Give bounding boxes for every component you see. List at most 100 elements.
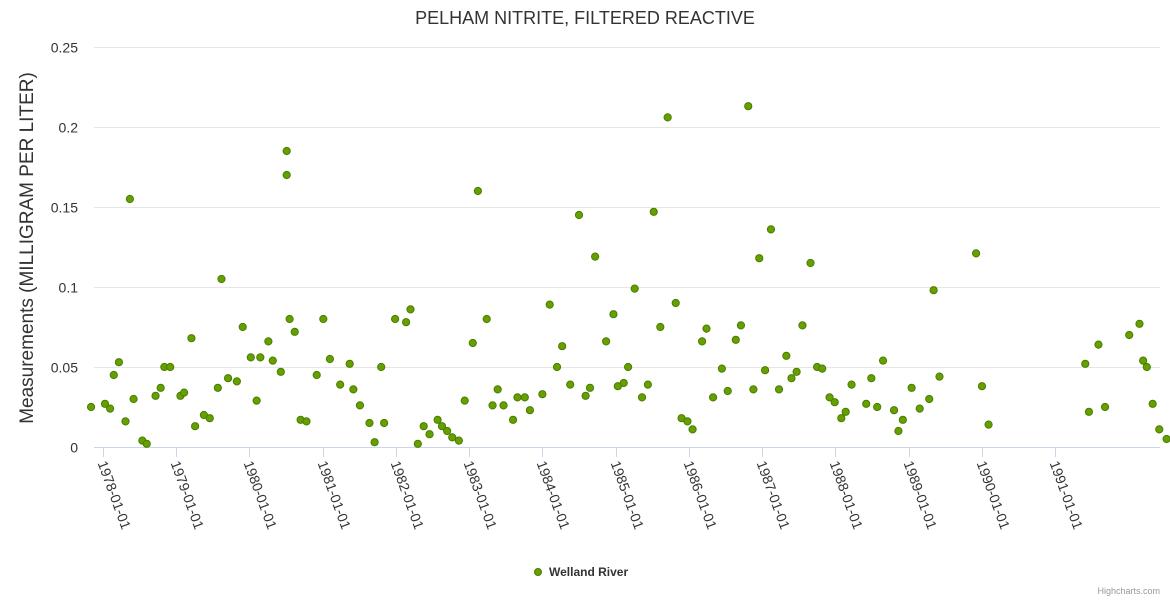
data-point[interactable] xyxy=(972,249,981,258)
data-point[interactable] xyxy=(345,359,354,368)
data-point[interactable] xyxy=(708,393,718,402)
data-point[interactable] xyxy=(663,113,672,122)
data-point[interactable] xyxy=(591,252,600,261)
data-point[interactable] xyxy=(766,225,776,234)
data-point[interactable] xyxy=(402,318,411,327)
data-point[interactable] xyxy=(825,393,834,402)
data-point[interactable] xyxy=(109,370,118,380)
data-point[interactable] xyxy=(977,382,987,391)
data-point[interactable] xyxy=(984,420,993,429)
data-point[interactable] xyxy=(290,327,299,336)
data-point[interactable] xyxy=(468,338,477,348)
data-point[interactable] xyxy=(282,170,291,180)
data-point[interactable] xyxy=(413,439,422,448)
data-point[interactable] xyxy=(180,388,189,397)
data-point[interactable] xyxy=(425,430,434,439)
data-point[interactable] xyxy=(782,351,791,360)
data-point[interactable] xyxy=(792,367,801,376)
data-point[interactable] xyxy=(482,314,491,324)
data-point[interactable] xyxy=(100,399,110,408)
data-point[interactable] xyxy=(761,366,770,375)
data-point[interactable] xyxy=(223,374,233,383)
data-point[interactable] xyxy=(264,337,273,346)
scatter-series-welland-river[interactable] xyxy=(86,102,1170,448)
data-point[interactable] xyxy=(302,417,311,426)
data-point[interactable] xyxy=(873,402,882,412)
data-point[interactable] xyxy=(232,377,241,386)
data-point[interactable] xyxy=(121,417,130,426)
data-point[interactable] xyxy=(702,324,711,333)
data-point[interactable] xyxy=(166,362,175,372)
data-point[interactable] xyxy=(688,425,697,434)
data-point[interactable] xyxy=(619,378,628,388)
data-point[interactable] xyxy=(1142,362,1151,372)
data-point[interactable] xyxy=(448,433,457,442)
data-point[interactable] xyxy=(268,356,277,365)
data-point[interactable] xyxy=(630,284,639,293)
data-point[interactable] xyxy=(623,362,633,372)
data-point[interactable] xyxy=(370,438,379,447)
data-point[interactable] xyxy=(205,414,214,423)
data-point[interactable] xyxy=(545,300,554,309)
legend-label-welland-river[interactable]: Welland River xyxy=(549,565,628,579)
data-point[interactable] xyxy=(671,298,680,308)
data-point[interactable] xyxy=(454,436,463,445)
data-point[interactable] xyxy=(1162,434,1170,444)
data-point[interactable] xyxy=(581,391,590,400)
data-point[interactable] xyxy=(252,396,261,405)
data-point[interactable] xyxy=(1155,425,1164,434)
data-point[interactable] xyxy=(787,374,796,383)
data-point[interactable] xyxy=(935,372,944,381)
data-point[interactable] xyxy=(1081,359,1090,368)
data-point[interactable] xyxy=(238,322,247,332)
data-point[interactable] xyxy=(319,314,328,324)
data-point[interactable] xyxy=(925,394,934,404)
data-point[interactable] xyxy=(499,401,508,410)
data-point[interactable] xyxy=(1125,330,1134,340)
data-point[interactable] xyxy=(488,401,497,410)
data-point[interactable] xyxy=(151,391,160,400)
data-point[interactable] xyxy=(246,353,255,362)
data-point[interactable] xyxy=(683,417,692,426)
data-point[interactable] xyxy=(443,426,452,436)
data-point[interactable] xyxy=(798,321,807,330)
data-point[interactable] xyxy=(602,337,611,346)
data-point[interactable] xyxy=(878,356,888,365)
data-point[interactable] xyxy=(406,305,415,314)
data-point[interactable] xyxy=(552,362,562,372)
data-point[interactable] xyxy=(336,380,345,389)
data-point[interactable] xyxy=(493,385,502,394)
data-point[interactable] xyxy=(867,374,876,383)
data-point[interactable] xyxy=(1139,356,1148,365)
data-point[interactable] xyxy=(585,383,595,392)
data-point[interactable] xyxy=(889,406,899,415)
data-point[interactable] xyxy=(749,385,758,394)
data-point[interactable] xyxy=(349,385,358,394)
data-point[interactable] xyxy=(525,406,535,415)
data-point[interactable] xyxy=(142,439,151,448)
data-point[interactable] xyxy=(1100,402,1110,412)
data-point[interactable] xyxy=(125,194,134,204)
data-point[interactable] xyxy=(574,210,584,220)
data-point[interactable] xyxy=(841,407,850,416)
data-point[interactable] xyxy=(774,385,784,394)
data-point[interactable] xyxy=(419,422,428,431)
data-point[interactable] xyxy=(847,380,856,389)
data-point[interactable] xyxy=(106,404,115,413)
data-point[interactable] xyxy=(355,401,365,410)
legend[interactable]: Welland River xyxy=(534,565,629,579)
data-point[interactable] xyxy=(717,364,726,373)
data-point[interactable] xyxy=(276,367,285,376)
data-point[interactable] xyxy=(898,415,907,424)
data-point[interactable] xyxy=(187,334,196,343)
data-point[interactable] xyxy=(755,254,764,263)
data-point[interactable] xyxy=(520,393,529,402)
data-point[interactable] xyxy=(929,286,938,295)
data-point[interactable] xyxy=(285,314,294,324)
data-point[interactable] xyxy=(156,383,165,392)
data-point[interactable] xyxy=(538,390,547,399)
data-point[interactable] xyxy=(191,422,200,431)
data-point[interactable] xyxy=(1135,319,1144,328)
data-point[interactable] xyxy=(513,393,522,402)
data-point[interactable] xyxy=(213,383,222,392)
